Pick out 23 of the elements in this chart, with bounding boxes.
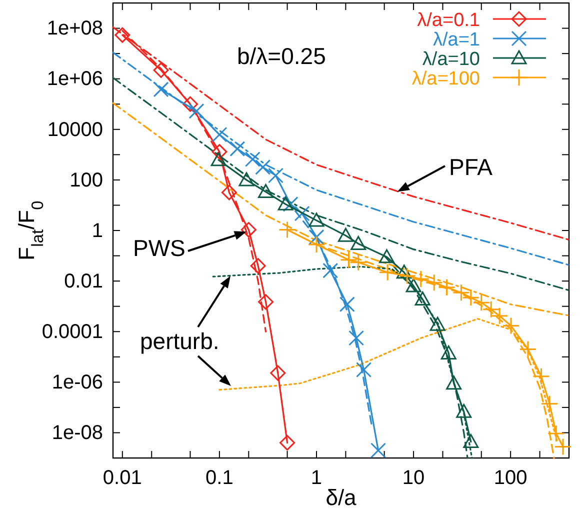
y-tick-label: 1e+06 [46,68,103,90]
legend-label: λ/a=100 [412,68,480,90]
y-tick-label: 0.01 [64,270,103,292]
annotation: perturb. [140,328,220,354]
annotation: b/λ=0.25 [237,43,326,69]
annotation: PWS [133,235,186,261]
x-tick-label: 10 [402,467,425,490]
y-tick-label: 100 [70,169,103,192]
y-tick-label: 1 [92,220,103,242]
x-tick-label: 0.1 [206,467,234,490]
legend-label: λ/a=0.1 [417,10,480,31]
x-axis-title: δ/a [326,485,358,510]
y-tick-label: 0.0001 [42,321,103,344]
annotation: PFA [449,154,494,180]
x-tick-label: 100 [494,467,528,490]
x-tick-label: 0.01 [102,467,142,490]
y-tick-label: 10000 [47,118,103,141]
y-tick-label: 1e-06 [52,372,103,394]
x-tick-label: 1 [310,467,322,490]
legend-label: λ/a=10 [422,49,480,70]
y-tick-label: 1e+08 [46,18,103,40]
legend-label: λ/a=1 [432,30,480,50]
y-tick-label: 1e-08 [52,422,103,444]
